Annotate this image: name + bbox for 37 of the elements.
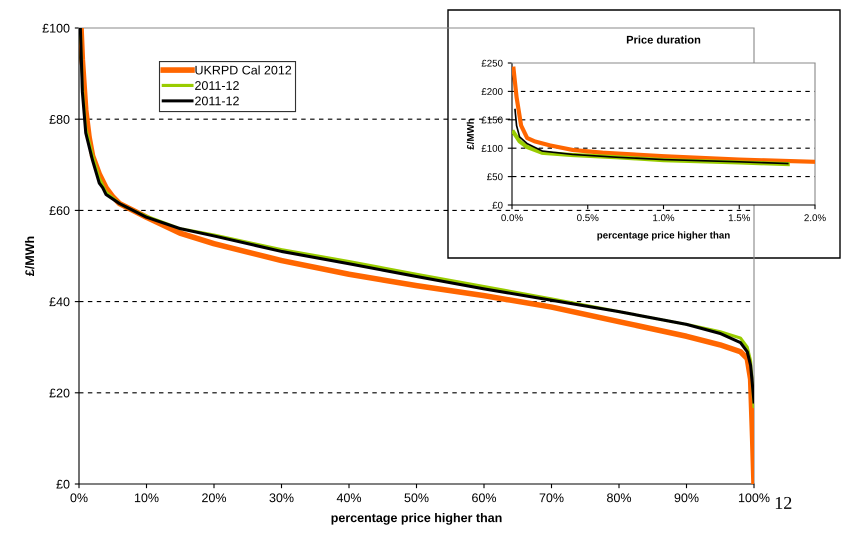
y-tick-label: £250 xyxy=(482,60,503,67)
chart-title: Price duration xyxy=(626,36,700,44)
x-tick-label: 0.5% xyxy=(577,214,598,222)
x-tick-label: 2.0% xyxy=(804,214,826,222)
x-axis-title: percentage price higher than xyxy=(332,513,502,525)
y-tick-label: £0 xyxy=(492,202,503,209)
y-tick-label: £60 xyxy=(49,206,70,216)
y-axis-title: £/MWh xyxy=(24,236,34,276)
x-tick-label: 90% xyxy=(674,493,699,502)
legend-label: UKRPD Cal 2012 xyxy=(195,65,292,75)
y-tick-label: £80 xyxy=(49,115,70,124)
x-tick-label: 1.0% xyxy=(653,214,674,222)
y-axis-title: £/MWh xyxy=(466,118,474,150)
y-tick-label: £200 xyxy=(482,88,503,96)
y-tick-label: £50 xyxy=(487,173,503,180)
text: 12 xyxy=(776,496,792,509)
y-tick-label: £150 xyxy=(482,116,503,124)
y-tick-label: £0 xyxy=(56,480,70,489)
legend-label: 2011-12 xyxy=(195,96,239,106)
x-tick-label: 0% xyxy=(70,493,88,502)
x-tick-label: 70% xyxy=(540,493,564,502)
y-tick-label: £20 xyxy=(49,388,70,398)
x-tick-label: 40% xyxy=(336,493,362,502)
x-tick-label: 30% xyxy=(269,493,294,502)
x-tick-label: 50% xyxy=(404,493,429,502)
x-tick-label: 60% xyxy=(472,493,496,502)
y-tick-label: £100 xyxy=(42,24,70,33)
y-tick-label: £40 xyxy=(49,297,70,306)
x-tick-label: 0.0% xyxy=(501,214,523,222)
x-tick-label: 10% xyxy=(134,493,159,502)
y-tick-label: £100 xyxy=(482,144,503,152)
x-tick-label: 100% xyxy=(738,493,770,502)
x-tick-label: 1.5% xyxy=(728,214,750,222)
x-axis-title: percentage price higher than xyxy=(597,231,730,241)
x-tick-label: 80% xyxy=(607,493,632,502)
legend-label: 2011-12 xyxy=(195,81,239,90)
x-tick-label: 20% xyxy=(202,493,226,502)
